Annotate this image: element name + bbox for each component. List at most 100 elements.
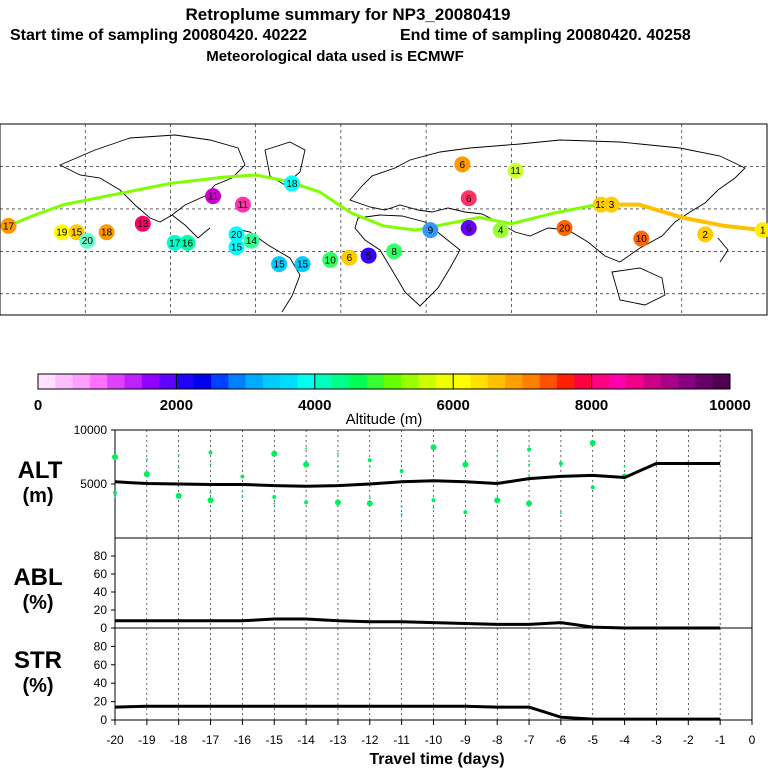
alt-point — [241, 490, 244, 493]
plume-marker-label: 18 — [101, 228, 113, 239]
alt-point — [208, 450, 213, 455]
ytick-label: 5000 — [80, 477, 107, 491]
end-time-label: End time of sampling 20080420. 40258 — [400, 27, 691, 44]
plume-marker-label: 15 — [274, 260, 286, 271]
plume-marker-dot — [98, 224, 115, 241]
xtick-label: -13 — [329, 733, 347, 747]
plume-marker-label: 13 — [137, 219, 149, 230]
colorbar-cell — [384, 374, 402, 389]
plume-marker-label: 6 — [466, 223, 472, 234]
met-data-label: Meteorological data used is ECMWF — [206, 48, 464, 65]
plume-marker-dot — [754, 222, 768, 239]
alt-point — [113, 490, 117, 495]
plume-marker-label: 16 — [182, 238, 194, 249]
plume-marker: 6 — [341, 249, 358, 266]
plume-marker-label: 20 — [231, 230, 243, 241]
plume-marker: 16 — [179, 234, 196, 251]
colorbar-cell — [401, 374, 419, 389]
plume-marker-label: 11 — [238, 200, 249, 211]
plume-marker-dot — [68, 224, 85, 241]
colorbar-cell — [539, 374, 558, 389]
plume-marker-label: 1 — [760, 226, 766, 237]
alt-point — [400, 513, 403, 516]
colorbar-cell — [349, 374, 367, 389]
plume-marker: 6 — [454, 156, 471, 173]
profile-line — [114, 704, 721, 721]
plume-marker-label: 5 — [366, 251, 372, 262]
ytick-label: 40 — [94, 585, 108, 599]
alt-point — [112, 454, 118, 460]
alt-yunit: (m) — [22, 485, 53, 507]
abl-ylabel: ABL — [13, 564, 62, 591]
plume-marker: 11 — [234, 196, 251, 213]
plume-marker-dot — [454, 156, 471, 173]
colorbar-cell — [418, 374, 437, 389]
colorbar-cell — [159, 374, 177, 389]
plume-marker-label: 2 — [702, 230, 708, 241]
colorbar-cell — [522, 374, 540, 389]
xtick-label: -14 — [297, 733, 315, 747]
plume-marker-dot — [294, 256, 311, 273]
colorbar-cell — [211, 374, 229, 389]
plume-marker-dot — [341, 249, 358, 266]
colorbar-cell — [574, 374, 592, 389]
plume-marker-dot — [322, 251, 339, 268]
xtick-label: -19 — [138, 733, 156, 747]
colorbar-tick-label: 0 — [34, 397, 42, 414]
plume-marker-dot — [53, 224, 70, 241]
colorbar-tick-label: 10000 — [709, 397, 751, 414]
alt-point — [399, 469, 404, 474]
plume-marker-dot — [492, 222, 509, 239]
xtick-label: -2 — [683, 733, 694, 747]
colorbar-cell — [487, 374, 506, 389]
plume-marker: 4 — [492, 222, 509, 239]
plume-marker: 2 — [697, 226, 714, 243]
plume-marker-label: 9 — [428, 226, 434, 237]
plume-marker: 11 — [205, 188, 222, 205]
alt-point — [589, 439, 596, 446]
alt-point — [303, 461, 310, 468]
colorbar-label: Altitude (m) — [346, 411, 423, 428]
xtick-label: -1 — [715, 733, 726, 747]
plume-marker-label: 15 — [297, 260, 309, 271]
alt-point — [526, 500, 533, 507]
plume-marker: 20 — [79, 232, 96, 249]
alt-point — [177, 453, 180, 456]
alt-point — [528, 463, 531, 466]
xtick-label: 0 — [749, 733, 756, 747]
alt-point — [175, 492, 182, 499]
xtick-label: -7 — [524, 733, 535, 747]
plume-marker-dot — [271, 256, 288, 273]
plume-marker-label: 6 — [466, 194, 472, 205]
alt-point — [336, 452, 339, 455]
plume-marker-dot — [460, 219, 477, 236]
plume-marker-dot — [697, 226, 714, 243]
alt-ylabel: ALT — [18, 457, 63, 484]
alt-point — [463, 510, 468, 515]
plume-marker-label: 10 — [325, 255, 337, 266]
xtick-label: -3 — [651, 733, 662, 747]
xtick-label: -11 — [393, 733, 410, 747]
alt-point — [496, 454, 499, 457]
plume-marker: 11 — [507, 162, 524, 179]
plume-marker-label: 11 — [510, 166, 521, 177]
xtick-label: -6 — [556, 733, 567, 747]
plume-marker: 18 — [283, 175, 300, 192]
plume-marker-dot — [633, 230, 650, 247]
alt-point — [305, 447, 308, 450]
plume-marker: 18 — [98, 224, 115, 241]
plume-marker-label: 17 — [3, 221, 15, 232]
alt-point — [143, 471, 150, 478]
plume-marker-dot — [386, 243, 403, 260]
colorbar-cell — [38, 374, 56, 389]
xtick-label: -15 — [266, 733, 284, 747]
plume-marker-dot — [234, 196, 251, 213]
ytick-label: 60 — [94, 567, 108, 581]
alt-point — [366, 500, 373, 507]
plume-marker-label: 20 — [82, 236, 94, 247]
ytick-label: 0 — [100, 621, 107, 635]
ytick-label: 20 — [94, 695, 108, 709]
plume-marker-dot — [283, 175, 300, 192]
